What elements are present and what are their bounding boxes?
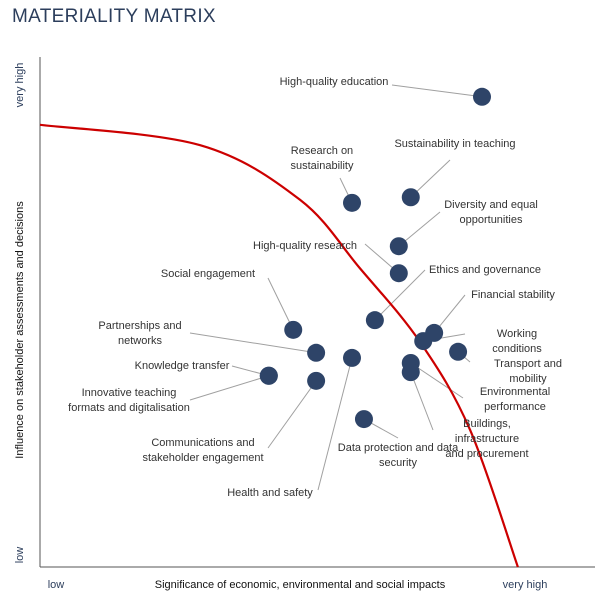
leader-line bbox=[189, 375, 269, 401]
leader-line bbox=[189, 332, 317, 354]
point-label: Financial stability bbox=[471, 289, 555, 301]
point-label: High-quality education bbox=[279, 76, 389, 88]
data-point-high-quality-research bbox=[389, 264, 408, 283]
data-point-health-and-safety bbox=[343, 348, 361, 367]
leader-line bbox=[410, 159, 451, 198]
data-point-transport-and-mobility bbox=[449, 342, 468, 361]
data-point-research-on-sustainability bbox=[343, 193, 361, 212]
x-tick-low: low bbox=[47, 579, 65, 591]
data-point-innovative-teaching-formats-and-digitalisation bbox=[259, 366, 278, 385]
x-axis-label: Significance of economic, environmental … bbox=[154, 579, 446, 591]
leader-line bbox=[267, 380, 317, 449]
point-label: Sustainability in teaching bbox=[394, 138, 516, 150]
point-label: Transport and mobility bbox=[493, 358, 563, 385]
materiality-threshold-curve bbox=[39, 123, 519, 568]
point-label: Partnerships and networks bbox=[98, 320, 182, 347]
point-label: Social engagement bbox=[160, 268, 256, 280]
leader-line bbox=[410, 372, 434, 431]
leader-line bbox=[374, 269, 426, 321]
point-label: Innovative teaching formats and digitali… bbox=[68, 387, 190, 414]
point-label: High-quality research bbox=[253, 240, 357, 252]
data-point-high-quality-education bbox=[473, 87, 491, 106]
chart-title: MATERIALITY MATRIX bbox=[12, 6, 216, 27]
point-label: Environmental performance bbox=[479, 386, 551, 413]
data-point-partnerships-and-networks bbox=[307, 343, 326, 362]
data-point-social-engagement bbox=[284, 320, 303, 339]
data-point-diversity-and-equal-opportunities bbox=[389, 237, 408, 256]
leader-line bbox=[267, 277, 294, 331]
data-point-buildings-infrastructure-and-procurement bbox=[401, 363, 420, 382]
data-point-data-protection-and-data-security bbox=[354, 410, 373, 429]
point-label: Health and safety bbox=[227, 487, 313, 499]
data-point-communications-and-stakeholder-engagement bbox=[307, 371, 326, 390]
point-label: Data protection and data security bbox=[337, 442, 459, 469]
leader-line bbox=[391, 84, 483, 98]
data-point-sustainability-in-teaching bbox=[401, 188, 420, 207]
x-tick-very-high: very high bbox=[502, 579, 548, 591]
point-label: Knowledge transfer bbox=[134, 360, 230, 372]
y-tick-low: low bbox=[14, 546, 26, 564]
point-label: Working conditions bbox=[492, 328, 542, 355]
point-label: Research on sustainability bbox=[290, 145, 354, 172]
y-axis-label: Influence on stakeholder assessments and… bbox=[14, 201, 26, 459]
data-point-working-conditions bbox=[414, 332, 433, 351]
leader-line bbox=[410, 362, 464, 399]
point-label: Diversity and equal opportunities bbox=[444, 199, 538, 226]
y-tick-very-high: very high bbox=[14, 62, 26, 108]
point-label: Ethics and governance bbox=[429, 264, 541, 276]
point-label: Communications and stakeholder engagemen… bbox=[142, 437, 264, 464]
leader-line bbox=[317, 357, 353, 491]
point-label: Buildings, infrastructure and procuremen… bbox=[445, 418, 529, 460]
data-point-ethics-and-governance bbox=[365, 311, 384, 330]
